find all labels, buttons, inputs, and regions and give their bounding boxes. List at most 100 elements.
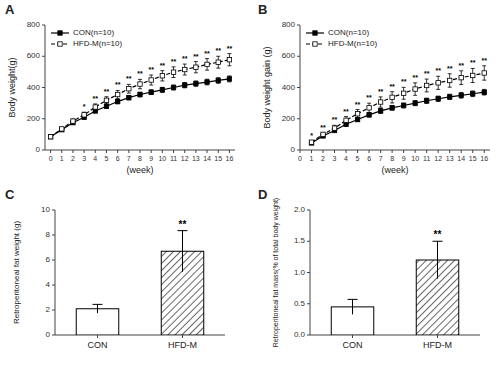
y-axis-line	[55, 210, 56, 335]
y-tick-label: 400	[27, 83, 41, 92]
error-bar	[448, 74, 452, 87]
y-tick	[297, 118, 300, 119]
legend-label: HFD-M(n=10)	[73, 39, 122, 48]
panel: 0200400600800Body weight(g)0123456789101…	[7, 20, 235, 175]
y-tick	[42, 150, 45, 151]
x-tick-label: CON	[343, 340, 363, 350]
significance-label: **	[332, 116, 338, 123]
y-tick-label: 0	[291, 145, 296, 154]
x-tick	[484, 150, 485, 153]
x-tick	[426, 150, 427, 153]
x-tick	[182, 335, 183, 338]
marker	[104, 98, 108, 102]
x-tick-label: 11	[423, 155, 430, 162]
marker	[104, 104, 108, 108]
marker	[413, 101, 417, 105]
marker	[227, 77, 231, 81]
marker	[447, 78, 451, 82]
x-tick-label: HFD-M	[423, 340, 452, 350]
marker	[309, 140, 313, 144]
x-tick	[95, 150, 96, 153]
x-tick-label: 5	[356, 155, 360, 162]
error-bar	[413, 83, 417, 96]
legend-label: CON(n=10)	[73, 28, 114, 37]
x-tick-label: 7	[127, 155, 131, 162]
marker	[424, 99, 428, 103]
error-bar	[482, 89, 486, 95]
marker	[378, 109, 382, 113]
x-tick	[72, 150, 73, 153]
annotations: **	[434, 229, 442, 240]
significance-label: **	[424, 70, 430, 77]
error-bar	[413, 101, 417, 106]
x-tick	[311, 150, 312, 153]
marker	[160, 88, 164, 92]
panel-label: B	[258, 2, 267, 17]
plot-area	[309, 66, 486, 145]
marker	[390, 106, 394, 110]
error-bar	[471, 91, 475, 97]
significance-label: **	[160, 62, 166, 69]
marker	[482, 71, 486, 75]
marker	[171, 85, 175, 89]
error-bar	[425, 79, 429, 92]
error-bar	[104, 104, 108, 108]
significance-label: **	[378, 88, 384, 95]
marker	[149, 90, 153, 94]
error-bar	[149, 75, 153, 85]
error-bar	[127, 84, 131, 93]
panel: 0.00.51.01.52.0Retroperitoneal fat mass(…	[272, 198, 480, 350]
y-tick	[52, 335, 55, 336]
significance-label: **	[148, 66, 154, 73]
series-line	[51, 60, 230, 137]
x-tick	[140, 150, 141, 153]
significance-label: **	[179, 219, 187, 230]
figure: 0200400600800Body weight(g)0123456789101…	[0, 0, 500, 373]
y-tick-label: 10	[41, 205, 50, 214]
marker	[390, 95, 394, 99]
significance-label: **	[93, 95, 99, 102]
error-bar	[390, 92, 394, 103]
x-tick	[117, 150, 118, 153]
y-tick-label: 0.5	[294, 299, 306, 308]
series-line	[51, 79, 230, 137]
legend-marker	[58, 31, 62, 35]
y-tick-label: 2.0	[294, 205, 306, 214]
x-axis-label: (week)	[381, 165, 408, 175]
y-tick-label: 1.0	[294, 268, 306, 277]
x-tick	[162, 150, 163, 153]
error-bar	[402, 87, 406, 99]
marker	[309, 141, 313, 145]
error-bar	[183, 64, 187, 75]
annotations: **	[179, 219, 187, 230]
x-tick-label: 2	[321, 155, 325, 162]
significance-label: **	[204, 50, 210, 57]
marker	[227, 57, 231, 61]
x-tick-label: 2	[71, 155, 75, 162]
legend-marker	[58, 42, 62, 46]
error-bar	[194, 62, 198, 73]
error-bar	[205, 59, 209, 71]
x-tick-label: 16	[480, 155, 488, 162]
x-tick-label: 3	[82, 155, 86, 162]
x-tick	[106, 150, 107, 153]
error-bar	[425, 98, 429, 103]
x-tick	[218, 150, 219, 153]
error-bar	[344, 117, 348, 125]
error-bar	[379, 97, 383, 107]
y-tick-label: 0	[46, 330, 51, 339]
annotations: *******************************	[310, 57, 487, 139]
y-tick-label: 400	[282, 83, 296, 92]
y-axis-label: Body weight gain (g)	[262, 46, 272, 128]
x-tick-label: 1	[60, 155, 64, 162]
error-bar	[227, 54, 231, 66]
marker	[471, 92, 475, 96]
x-tick	[352, 335, 353, 338]
x-tick-label: 1	[310, 155, 314, 162]
significance-label: **	[434, 229, 442, 240]
x-tick-label: 5	[105, 155, 109, 162]
panel: 0200400600800Body weight gain (g)0123456…	[262, 20, 490, 175]
y-tick-label: 600	[282, 51, 296, 60]
annotations: ***************************	[83, 45, 233, 111]
x-tick	[415, 150, 416, 153]
